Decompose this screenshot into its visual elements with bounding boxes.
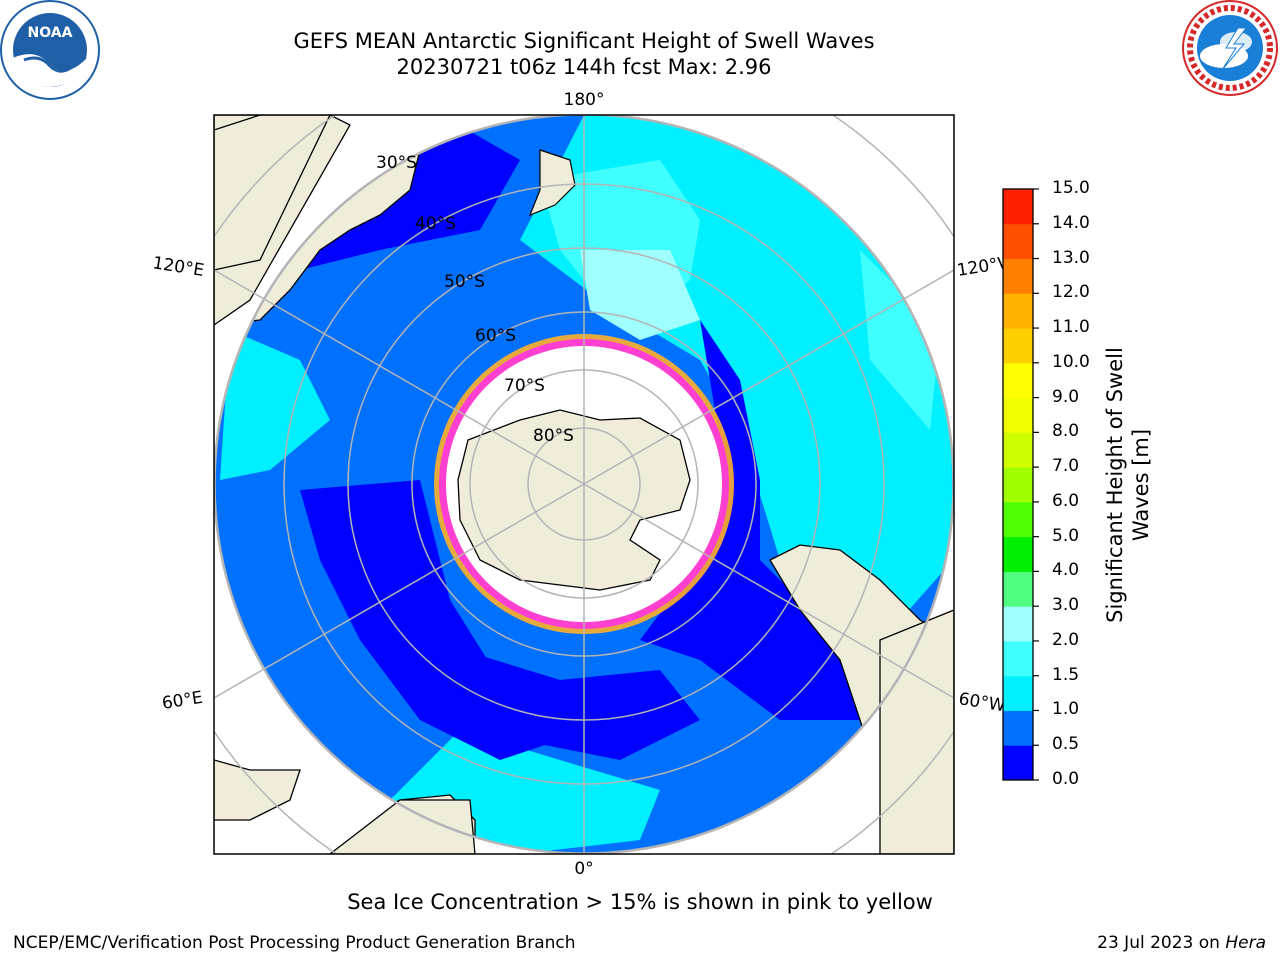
colorbar-frame: [1002, 188, 1034, 781]
colorbar-segment: [1003, 640, 1033, 677]
colorbar-segment: [1003, 397, 1033, 433]
lon-label-60w: 60°W: [957, 689, 1007, 716]
colorbar-segment: [1003, 362, 1033, 399]
lon-label-60e: 60°E: [161, 688, 205, 714]
colorbar-title: Significant Height of Swell Waves [m]: [1103, 347, 1153, 623]
lat-label-70s: 70°S: [504, 376, 545, 396]
colorbar-tick-label: 0.0: [1052, 769, 1080, 789]
colorbar-tick-label: 13.0: [1052, 247, 1090, 268]
colorbar-tick-label: 4.0: [1052, 560, 1080, 581]
colorbar-segment: [1003, 432, 1033, 468]
lon-label-180: 180°: [564, 90, 605, 110]
lat-label-30s: 30°S: [376, 153, 417, 173]
colorbar-segment: [1003, 328, 1033, 364]
colorbar-segment: [1003, 606, 1033, 642]
colorbar-tick-label: 1.0: [1052, 699, 1080, 720]
colorbar-tick-label: 14.0: [1052, 212, 1090, 233]
lat-label-50s: 50°S: [444, 272, 485, 292]
chart-subtitle: 20230721 t06z 144h fcst Max: 2.96: [396, 55, 772, 79]
colorbar-segment: [1003, 189, 1033, 225]
colorbar-segment: [1003, 467, 1033, 503]
chart-title: GEFS MEAN Antarctic Significant Height o…: [293, 29, 875, 53]
colorbar-segment: [1003, 258, 1033, 294]
lat-label-40s: 40°S: [415, 214, 456, 234]
new-zealand-landmass: [528, 149, 576, 217]
sea-ice-note: Sea Ice Concentration > 15% is shown in …: [347, 890, 933, 914]
lon-label-0: 0°: [574, 859, 593, 879]
colorbar-segment: [1003, 710, 1033, 746]
credit-date-text: 23 Jul 2023 on: [1097, 933, 1226, 953]
colorbar-tick-label: 9.0: [1052, 386, 1080, 407]
colorbar-segment: [1003, 223, 1033, 260]
colorbar-tick-label: 11.0: [1052, 317, 1090, 338]
colorbar-tick-label: 2.0: [1052, 629, 1080, 650]
colorbar-tick-label: 15.0: [1052, 178, 1090, 198]
colorbar-tick-label: 12.0: [1052, 282, 1090, 303]
lon-label-120e: 120°E: [151, 253, 205, 281]
credit-machine: Hera: [1225, 933, 1266, 953]
noaa-logo: NOAA: [0, 0, 100, 100]
lat-label-60s: 60°S: [475, 326, 516, 346]
lat-label-80s: 80°S: [533, 426, 574, 446]
colorbar-segment: [1003, 745, 1033, 781]
credit-date: 23 Jul 2023 on Hera: [1097, 933, 1266, 953]
colorbar-tick-label: 3.0: [1052, 595, 1080, 616]
colorbar-tick-label: 6.0: [1052, 490, 1080, 511]
colorbar-segment: [1003, 501, 1033, 538]
noaa-logo-text: NOAA: [28, 25, 73, 41]
colorbar-tick-label: 7.0: [1052, 456, 1080, 477]
colorbar: [1003, 188, 1039, 781]
colorbar-segment: [1003, 571, 1033, 607]
credit-branch: NCEP/EMC/Verification Post Processing Pr…: [13, 933, 576, 953]
colorbar-tick-label: 5.0: [1052, 525, 1080, 546]
map-frame: [213, 114, 955, 855]
nws-logo: [1182, 0, 1278, 96]
colorbar-segment: [1003, 536, 1033, 572]
colorbar-segment: [1003, 293, 1033, 329]
colorbar-tick-label: 8.0: [1052, 421, 1080, 442]
colorbar-tick-label: 10.0: [1052, 351, 1090, 372]
graticule: [214, 115, 954, 854]
antarctica-landmass: [457, 409, 691, 591]
colorbar-segment: [1003, 675, 1033, 711]
colorbar-tick-label: 0.5: [1052, 734, 1080, 755]
colorbar-tick-label: 1.5: [1052, 664, 1080, 685]
